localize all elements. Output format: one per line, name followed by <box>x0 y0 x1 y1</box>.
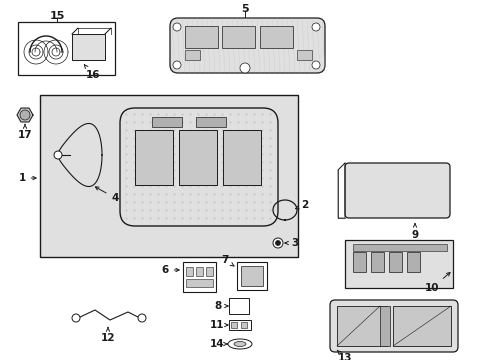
Polygon shape <box>17 108 33 122</box>
FancyBboxPatch shape <box>170 18 325 73</box>
Text: 14: 14 <box>209 339 227 349</box>
Text: 6: 6 <box>161 265 179 275</box>
Text: 9: 9 <box>410 224 418 240</box>
Ellipse shape <box>168 221 227 243</box>
Text: 2: 2 <box>295 200 308 210</box>
Circle shape <box>311 61 319 69</box>
Circle shape <box>173 23 181 31</box>
Circle shape <box>311 23 319 31</box>
Bar <box>185 279 213 287</box>
Bar <box>388 252 401 272</box>
Bar <box>352 252 365 272</box>
Text: 12: 12 <box>101 327 115 343</box>
Circle shape <box>173 61 181 69</box>
Circle shape <box>54 151 62 159</box>
Text: 13: 13 <box>337 350 351 360</box>
Bar <box>196 267 203 276</box>
Bar <box>370 252 383 272</box>
Bar <box>336 306 386 346</box>
Bar <box>18 22 115 75</box>
Text: 1: 1 <box>19 173 36 183</box>
Text: 16: 16 <box>84 65 100 80</box>
Bar <box>184 50 200 60</box>
Text: 11: 11 <box>209 320 227 330</box>
Circle shape <box>138 314 146 322</box>
Text: 17: 17 <box>18 125 32 140</box>
FancyBboxPatch shape <box>345 163 449 218</box>
Circle shape <box>20 110 30 120</box>
Text: 7: 7 <box>221 255 234 266</box>
Bar <box>345 240 452 288</box>
Circle shape <box>272 238 283 248</box>
Circle shape <box>240 63 249 73</box>
FancyBboxPatch shape <box>329 300 457 352</box>
Bar <box>230 322 237 328</box>
Bar <box>228 298 248 314</box>
Bar <box>228 320 250 330</box>
Ellipse shape <box>227 339 251 349</box>
Circle shape <box>72 314 80 322</box>
Bar <box>241 322 246 328</box>
Bar <box>260 26 292 48</box>
Bar <box>406 252 419 272</box>
Text: 3: 3 <box>285 238 298 248</box>
Text: 5: 5 <box>241 4 248 14</box>
Bar <box>241 266 263 286</box>
Bar <box>183 262 216 292</box>
Bar <box>223 130 261 185</box>
Bar <box>179 130 217 185</box>
Bar <box>352 244 446 251</box>
Bar <box>296 50 311 60</box>
Bar <box>185 267 193 276</box>
Bar <box>205 267 213 276</box>
Bar <box>222 26 254 48</box>
Text: 15: 15 <box>49 11 64 21</box>
Text: 10: 10 <box>424 273 449 293</box>
Bar <box>135 130 173 185</box>
Bar <box>72 34 105 60</box>
Bar <box>40 95 297 257</box>
Bar <box>237 262 266 290</box>
Bar <box>184 26 218 48</box>
Circle shape <box>275 240 280 246</box>
Bar <box>392 306 450 346</box>
FancyBboxPatch shape <box>120 108 278 226</box>
Bar <box>379 306 389 346</box>
Text: 8: 8 <box>214 301 227 311</box>
Ellipse shape <box>234 342 245 346</box>
Bar <box>152 117 182 127</box>
Bar <box>196 117 225 127</box>
Text: 4: 4 <box>95 187 119 203</box>
